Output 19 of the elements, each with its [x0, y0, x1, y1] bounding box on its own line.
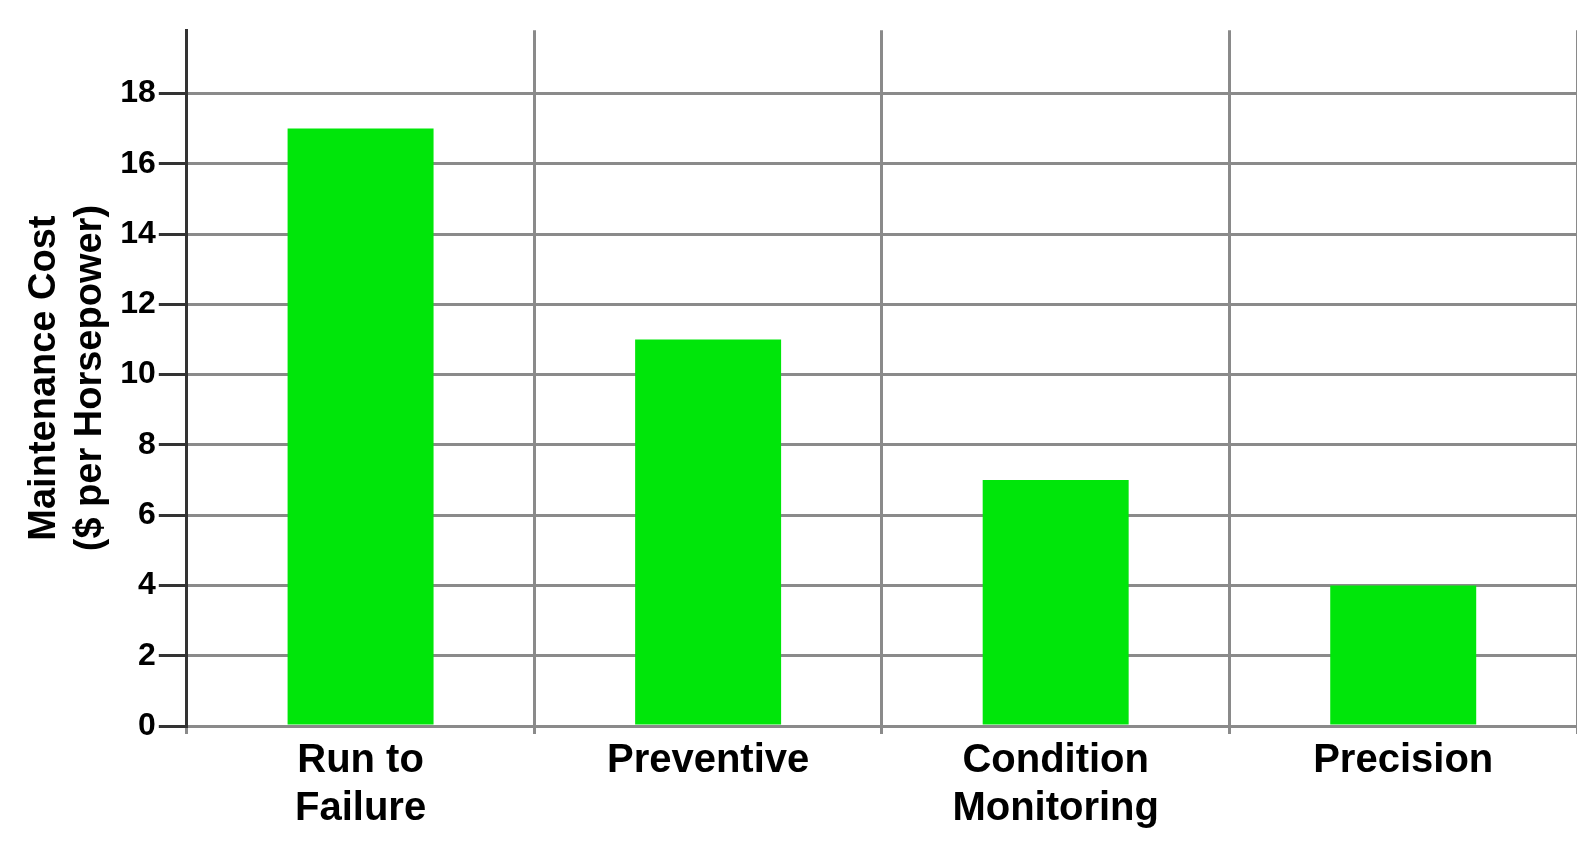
bar	[1330, 585, 1477, 725]
y-axis-title: Maintenance Cost ($ per Horsepower)	[21, 204, 109, 552]
x-tick-label: Run to Failure	[294, 736, 427, 829]
y-tick-label: 4	[138, 565, 156, 602]
x-tick-label: Condition Monitoring	[952, 736, 1159, 829]
y-tick-label: 10	[120, 354, 156, 391]
y-tick-label: 2	[138, 635, 156, 672]
bar	[982, 480, 1129, 725]
y-tick-label: 8	[138, 424, 156, 461]
y-tick-label: 18	[120, 73, 156, 110]
y-tick-label: 6	[138, 494, 156, 531]
y-tick-label: 0	[138, 705, 156, 742]
y-tick-label: 12	[120, 284, 156, 321]
x-tick-label: Precision	[1313, 736, 1494, 781]
bar	[287, 128, 434, 725]
bar	[635, 339, 782, 725]
x-tick-label: Preventive	[606, 736, 810, 781]
y-tick-label: 16	[120, 143, 156, 180]
y-tick-label: 14	[120, 213, 156, 250]
